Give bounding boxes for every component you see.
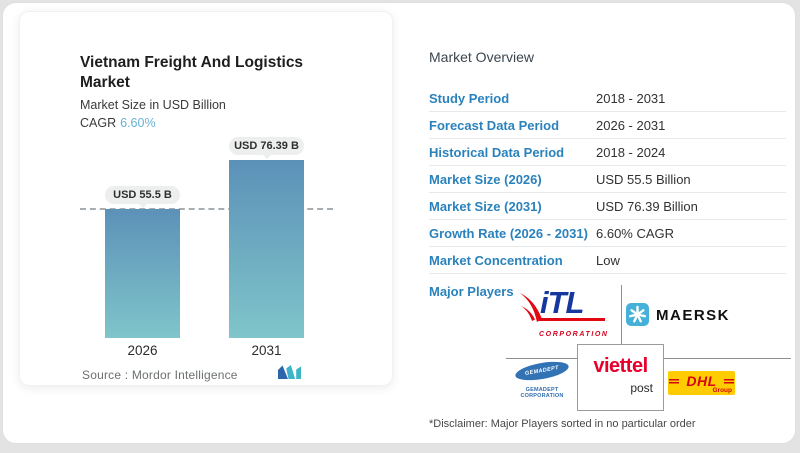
viettel-wordmark: viettel	[593, 355, 648, 377]
dhl-right-bars-icon	[724, 379, 734, 385]
major-players-label: Major Players	[429, 284, 514, 299]
maersk-logo: MAERSK	[626, 303, 766, 327]
x-axis-label-2031: 2031	[251, 343, 282, 358]
dhl-group-text: Group	[712, 387, 733, 394]
bar-2026	[105, 209, 180, 338]
chart-title: Vietnam Freight And Logistics Market	[80, 54, 304, 91]
gemadept-corporation-text: GEMADEPT CORPORATION	[520, 387, 564, 399]
table-row-study-period: Study Period 2018 - 2031	[429, 85, 786, 112]
chart-subtitle: Market Size in USD Billion	[80, 98, 226, 112]
gemadept-oval-text: GEMADEPT	[524, 365, 560, 377]
row-value: 2018 - 2031	[596, 91, 666, 106]
row-value: 6.60% CAGR	[596, 226, 675, 241]
disclaimer-text: *Disclaimer: Major Players sorted in no …	[429, 418, 696, 430]
table-row-market-size-2026: Market Size (2026) USD 55.5 Billion	[429, 166, 786, 193]
viettel-post-text: post	[630, 381, 653, 395]
bar-value-label-2026: USD 55.5 B	[105, 186, 180, 208]
cagr-line: CAGR 6.60%	[80, 116, 156, 130]
cagr-value: 6.60%	[120, 116, 156, 130]
itl-corporation-logo: iTL CORPORATION	[519, 285, 611, 343]
chart-panel: Vietnam Freight And Logistics Market Mar…	[19, 11, 393, 386]
dhl-wordmark: DHL	[686, 373, 717, 389]
x-axis-label-2026: 2026	[127, 343, 158, 358]
reference-dashed-line	[80, 208, 333, 210]
row-value: 2026 - 2031	[596, 118, 666, 133]
logo-grid-vertical-divider	[621, 285, 622, 349]
itl-swoosh-icon	[520, 293, 542, 322]
itl-wordmark: iTL	[540, 285, 584, 320]
bar-2031	[229, 160, 304, 338]
dhl-left-bars-icon	[669, 379, 679, 385]
row-label: Historical Data Period	[429, 145, 565, 160]
cagr-label: CAGR	[80, 116, 117, 130]
row-label: Growth Rate (2026 - 2031)	[429, 226, 588, 241]
source-text: Source : Mordor Intelligence	[82, 368, 238, 382]
row-value: 2018 - 2024	[596, 145, 666, 160]
table-row-market-size-2031: Market Size (2031) USD 76.39 Billion	[429, 193, 786, 220]
mordor-intelligence-logo-icon	[278, 365, 301, 379]
table-row-forecast-period: Forecast Data Period 2026 - 2031	[429, 112, 786, 139]
maersk-star-icon	[626, 303, 649, 326]
table-row-historical-period: Historical Data Period 2018 - 2024	[429, 139, 786, 166]
row-label: Study Period	[429, 91, 510, 106]
row-value: USD 76.39 Billion	[596, 199, 698, 214]
gemadept-logo: GEMADEPT GEMADEPT CORPORATION	[507, 358, 577, 399]
row-label: Forecast Data Period	[429, 118, 560, 133]
table-row-growth-rate: Growth Rate (2026 - 2031) 6.60% CAGR	[429, 220, 786, 247]
row-value: USD 55.5 Billion	[596, 172, 691, 187]
bar-value-label-2031: USD 76.39 B	[229, 137, 304, 159]
row-label: Market Size (2031)	[429, 199, 542, 214]
row-value: Low	[596, 253, 620, 268]
table-row-market-concentration: Market Concentration Low	[429, 247, 786, 274]
overview-heading: Market Overview	[429, 49, 535, 65]
itl-corporation-text: CORPORATION	[539, 331, 609, 338]
viettel-post-logo: viettel post	[577, 344, 664, 411]
market-overview-section: Market Overview Study Period 2018 - 2031…	[427, 3, 795, 443]
gemadept-oval-icon: GEMADEPT	[514, 358, 570, 384]
itl-red-line	[539, 318, 605, 321]
row-label: Market Concentration	[429, 253, 563, 268]
dhl-group-logo: DHL Group	[668, 371, 735, 395]
overview-table: Study Period 2018 - 2031 Forecast Data P…	[429, 85, 786, 274]
report-card: Vietnam Freight And Logistics Market Mar…	[2, 2, 796, 444]
row-label: Market Size (2026)	[429, 172, 542, 187]
maersk-wordmark: MAERSK	[656, 307, 731, 324]
